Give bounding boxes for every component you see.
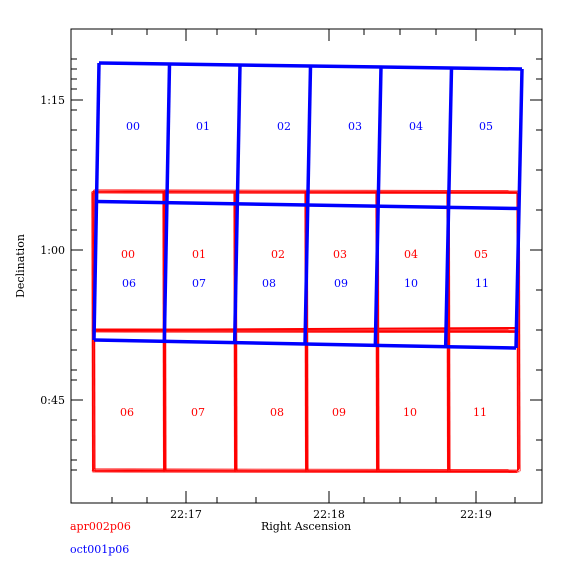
footprint-edge: [373, 66, 383, 346]
legend-apr002p06: apr002p06: [70, 520, 131, 533]
footprint-edge: [443, 67, 454, 347]
chip-label-red: 04: [404, 248, 418, 261]
footprint-edge: [92, 471, 518, 474]
x-tick-label: 22:17: [170, 508, 202, 521]
chip-label-red: 08: [270, 406, 284, 419]
chip-label-red: 11: [473, 406, 487, 419]
chip-label-blue: 05: [479, 120, 493, 133]
chip-label-blue: 10: [404, 277, 418, 290]
footprint-edge: [303, 65, 313, 345]
chip-label-blue: 04: [409, 120, 423, 133]
chip-label-red: 06: [120, 406, 134, 419]
footprint-edge: [91, 191, 93, 471]
legend-oct001p06: oct001p06: [70, 543, 129, 556]
chip-label-blue: 02: [277, 120, 291, 133]
chip-label-red: 10: [403, 406, 417, 419]
y-tick-label: 0:45: [40, 394, 65, 407]
plot-frame: [70, 28, 543, 504]
chip-label-blue: 06: [122, 277, 136, 290]
chip-label-red: 01: [192, 248, 206, 261]
chip-label-red: 00: [121, 248, 135, 261]
x-tick-label: 22:19: [460, 508, 492, 521]
chip-label-blue: 07: [192, 277, 206, 290]
chip-label-red: 09: [332, 406, 346, 419]
y-tick-label: 1:00: [40, 244, 65, 257]
y-ticks: [71, 58, 542, 471]
chip-label-blue: 01: [196, 120, 210, 133]
chip-label-blue: 11: [475, 277, 489, 290]
chip-label-blue: 00: [126, 120, 140, 133]
chip-labels: 00 06 00 06 01 07 01 07 02 08 02 08 03 09 03 09 04 10 04 10…: [120, 120, 493, 419]
x-tick-label: 22:18: [313, 508, 345, 521]
footprint-edge: [92, 62, 101, 341]
chip-label-blue: 03: [348, 120, 362, 133]
chip-label-red: 05: [474, 248, 488, 261]
chip-label-red: 03: [333, 248, 347, 261]
y-axis-title: Declination: [14, 234, 27, 298]
chip-label-blue: 09: [334, 277, 348, 290]
chip-label-red: 02: [271, 248, 285, 261]
chip-label-red: 07: [191, 406, 205, 419]
footprint-edge: [514, 68, 524, 349]
footprint-edge: [91, 470, 517, 472]
oct001p06-footprint: [92, 61, 524, 350]
chip-label-blue: 08: [262, 277, 276, 290]
x-ticks: [111, 29, 516, 503]
y-tick-label: 1:15: [40, 94, 65, 107]
footprint-edge: [162, 63, 172, 342]
footprint-edge: [232, 64, 242, 343]
x-axis-title: Right Ascension: [261, 520, 351, 533]
